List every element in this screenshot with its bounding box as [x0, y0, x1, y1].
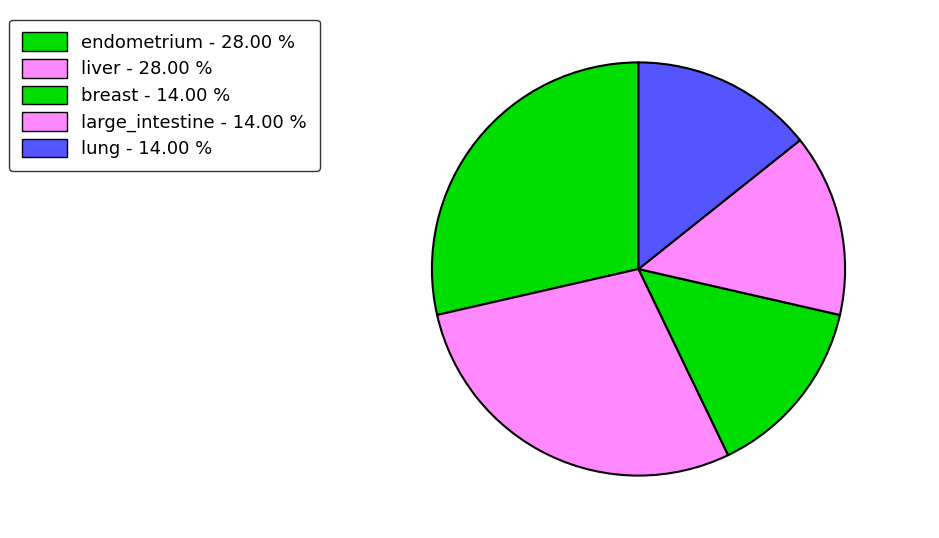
Wedge shape [639, 62, 800, 269]
Legend: endometrium - 28.00 %, liver - 28.00 %, breast - 14.00 %, large_intestine - 14.0: endometrium - 28.00 %, liver - 28.00 %, … [9, 20, 319, 171]
Wedge shape [639, 140, 845, 315]
Wedge shape [432, 62, 639, 315]
Wedge shape [639, 269, 839, 455]
Wedge shape [438, 269, 728, 476]
